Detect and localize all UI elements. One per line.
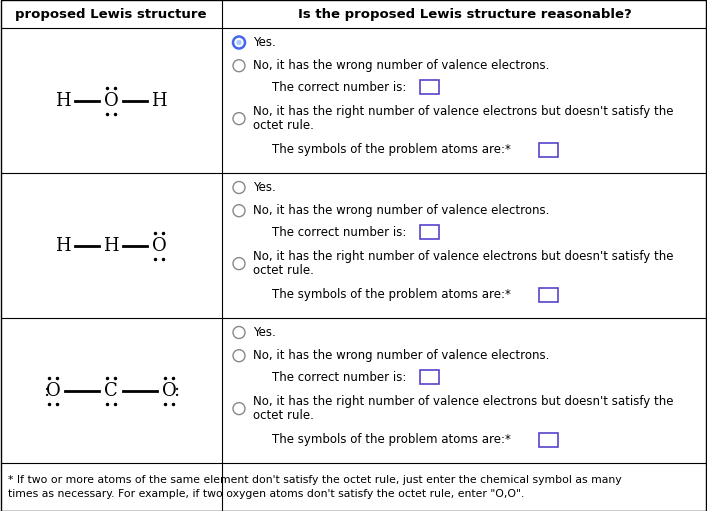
Text: :: :: [173, 382, 179, 400]
Text: H: H: [103, 237, 119, 254]
Text: * If two or more atoms of the same element don't satisfy the octet rule, just en: * If two or more atoms of the same eleme…: [8, 475, 621, 485]
Bar: [420, 225, 439, 240]
Text: H: H: [55, 91, 71, 109]
Text: No, it has the wrong number of valence electrons.: No, it has the wrong number of valence e…: [253, 204, 549, 217]
Text: No, it has the right number of valence electrons but doesn't satisfy the: No, it has the right number of valence e…: [253, 395, 674, 408]
Text: H: H: [55, 237, 71, 254]
Text: No, it has the wrong number of valence electrons.: No, it has the wrong number of valence e…: [253, 349, 549, 362]
Text: The symbols of the problem atoms are:*: The symbols of the problem atoms are:*: [272, 143, 511, 156]
Text: C: C: [104, 382, 118, 400]
Bar: [539, 288, 558, 302]
Text: times as necessary. For example, if two oxygen atoms don't satisfy the octet rul: times as necessary. For example, if two …: [8, 489, 525, 499]
Text: O: O: [104, 91, 118, 109]
Text: O: O: [46, 382, 60, 400]
Text: octet rule.: octet rule.: [253, 264, 314, 277]
Text: The correct number is:: The correct number is:: [272, 81, 407, 94]
Text: No, it has the wrong number of valence electrons.: No, it has the wrong number of valence e…: [253, 59, 549, 72]
Text: No, it has the right number of valence electrons but doesn't satisfy the: No, it has the right number of valence e…: [253, 250, 674, 263]
Text: Is the proposed Lewis structure reasonable?: Is the proposed Lewis structure reasonab…: [298, 8, 631, 20]
Text: Yes.: Yes.: [253, 326, 276, 339]
Text: Yes.: Yes.: [253, 181, 276, 194]
Text: :: :: [43, 382, 49, 400]
Text: octet rule.: octet rule.: [253, 409, 314, 423]
Text: O: O: [151, 237, 166, 254]
Bar: [539, 433, 558, 447]
Bar: [420, 80, 439, 95]
Text: The correct number is:: The correct number is:: [272, 226, 407, 239]
Bar: [420, 370, 439, 384]
Text: H: H: [151, 91, 167, 109]
Bar: [539, 143, 558, 157]
Text: The correct number is:: The correct number is:: [272, 371, 407, 384]
Text: The symbols of the problem atoms are:*: The symbols of the problem atoms are:*: [272, 288, 511, 301]
Text: O: O: [162, 382, 176, 400]
Text: proposed Lewis structure: proposed Lewis structure: [16, 8, 206, 20]
Text: The symbols of the problem atoms are:*: The symbols of the problem atoms are:*: [272, 433, 511, 446]
Text: octet rule.: octet rule.: [253, 120, 314, 132]
Circle shape: [236, 40, 242, 45]
Text: No, it has the right number of valence electrons but doesn't satisfy the: No, it has the right number of valence e…: [253, 105, 674, 118]
Text: Yes.: Yes.: [253, 36, 276, 49]
